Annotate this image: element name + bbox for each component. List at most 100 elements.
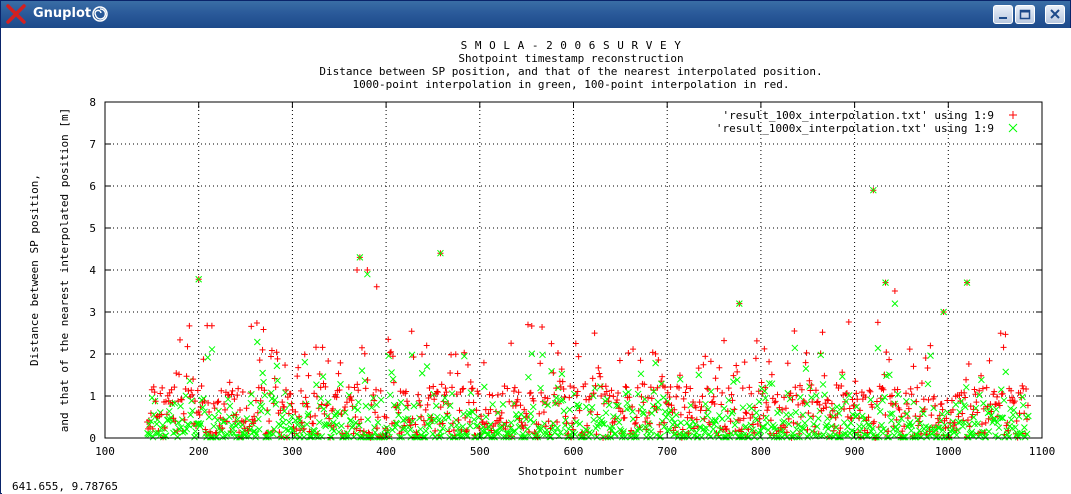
green-data-point <box>215 407 222 415</box>
title-bar[interactable]: Gnuplot <box>1 1 1070 28</box>
red-data-point <box>235 385 242 392</box>
green-data-point <box>707 433 714 441</box>
red-data-point <box>645 394 652 401</box>
green-data-point <box>604 433 612 441</box>
red-data-point <box>874 319 881 326</box>
red-data-point <box>990 391 997 398</box>
maximize-button[interactable] <box>1015 5 1035 24</box>
red-data-point <box>934 415 941 422</box>
x-tick-label: 700 <box>657 445 677 458</box>
red-data-point <box>664 389 671 396</box>
green-data-point <box>1000 396 1008 404</box>
red-data-point <box>358 344 365 351</box>
close-button[interactable] <box>1045 5 1065 24</box>
red-data-point <box>701 415 708 422</box>
green-data-point <box>494 409 502 417</box>
red-data-point <box>423 342 430 349</box>
green-data-point <box>641 395 649 403</box>
green-data-point <box>836 433 843 441</box>
red-data-point <box>364 377 371 384</box>
green-data-point <box>634 390 642 398</box>
red-data-point <box>573 392 580 399</box>
red-data-point <box>823 404 830 411</box>
green-data-point <box>507 419 515 427</box>
green-data-point <box>873 402 881 410</box>
red-data-point <box>880 386 887 393</box>
green-data-point <box>317 395 325 402</box>
green-data-point <box>824 425 832 433</box>
green-data-point <box>756 433 764 441</box>
red-data-point <box>602 383 609 390</box>
green-data-point <box>272 400 280 408</box>
green-data-point <box>528 350 536 358</box>
red-data-point <box>906 346 913 353</box>
green-data-point <box>588 404 596 411</box>
red-data-point <box>972 391 979 398</box>
green-data-point <box>383 424 390 432</box>
red-data-point <box>661 384 668 391</box>
green-data-point <box>351 404 358 412</box>
red-data-point <box>1011 398 1018 405</box>
green-data-point <box>575 402 583 410</box>
green-data-point <box>406 426 414 434</box>
red-data-point <box>667 383 674 390</box>
green-data-point <box>187 411 194 419</box>
red-data-point <box>373 425 380 432</box>
green-data-point <box>683 419 691 427</box>
green-data-point <box>1023 430 1031 438</box>
red-data-point <box>403 388 410 395</box>
red-data-point <box>1023 386 1030 393</box>
green-data-point <box>820 431 827 439</box>
green-data-point <box>587 430 595 438</box>
green-data-point <box>851 428 858 436</box>
scatter-chart[interactable]: S M O L A - 2 0 0 6 S U R V E Y Shotpoin… <box>2 28 1071 479</box>
green-data-point <box>388 369 395 376</box>
plot-area[interactable]: S M O L A - 2 0 0 6 S U R V E Y Shotpoin… <box>2 28 1071 479</box>
red-data-point <box>351 384 358 391</box>
red-data-point <box>584 422 591 429</box>
red-data-point <box>918 430 925 437</box>
red-data-point <box>824 396 831 403</box>
green-data-point <box>835 409 843 417</box>
red-data-point <box>673 393 680 400</box>
green-data-point <box>558 370 566 378</box>
chart-title-block: S M O L A - 2 0 0 6 S U R V E Y Shotpoin… <box>319 39 822 91</box>
green-data-point <box>386 433 393 441</box>
green-data-point <box>319 373 327 380</box>
red-data-point <box>708 399 715 406</box>
green-data-point <box>958 397 965 405</box>
red-data-point <box>654 384 661 391</box>
green-data-point <box>377 396 385 404</box>
green-data-point <box>860 423 867 430</box>
green-data-point <box>196 422 204 430</box>
green-data-point <box>527 410 535 417</box>
green-data-point <box>876 408 884 415</box>
minimize-button[interactable] <box>993 5 1013 24</box>
green-data-point <box>415 400 423 408</box>
red-data-point <box>595 364 602 371</box>
maximize-icon <box>1019 9 1031 20</box>
green-data-point <box>842 398 850 405</box>
green-data-point <box>1010 406 1018 414</box>
red-data-point <box>825 397 832 404</box>
red-data-point <box>762 384 769 391</box>
red-data-point <box>548 340 555 347</box>
red-data-point <box>649 349 656 356</box>
red-data-point <box>342 403 349 410</box>
green-data-point <box>521 433 529 441</box>
green-data-point <box>341 409 349 416</box>
green-data-point <box>726 433 734 441</box>
green-data-point <box>639 408 647 416</box>
red-data-point <box>304 403 311 410</box>
red-data-point <box>486 391 493 398</box>
green-data-point <box>799 411 807 419</box>
y-tick-label: 5 <box>89 222 96 235</box>
red-data-point <box>315 405 322 412</box>
red-data-point <box>492 420 499 427</box>
green-data-point <box>791 344 799 352</box>
green-data-point <box>258 402 266 410</box>
red-data-point <box>410 353 417 360</box>
red-data-point <box>205 399 212 406</box>
green-data-point <box>551 400 559 407</box>
red-data-point <box>727 418 734 425</box>
